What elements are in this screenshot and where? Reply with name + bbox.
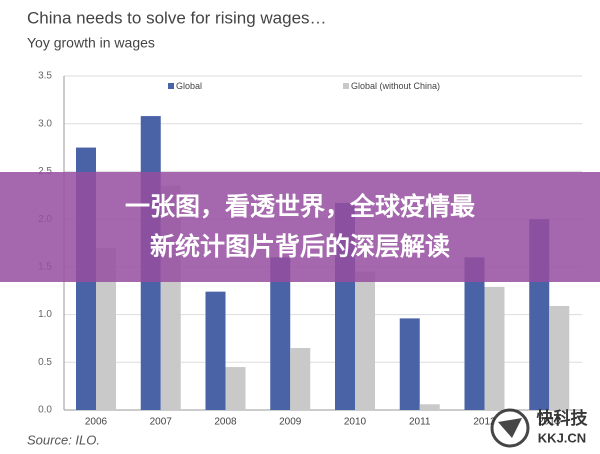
x-tick-label: 2008 [214, 417, 237, 428]
x-tick-label: 2013 [538, 417, 561, 428]
watermark-text: 快科技 [537, 408, 589, 429]
chart-title: China needs to solve for rising wages… [27, 8, 327, 27]
x-tick-label: 2009 [279, 417, 302, 428]
bar [205, 291, 226, 410]
legend-label: Global [176, 81, 202, 91]
bar [464, 257, 485, 410]
banner-line: 一张图，看透世界，全球疫情最 [125, 192, 476, 221]
y-tick-label: 1.0 [38, 309, 52, 320]
y-tick-label: 3.5 [38, 71, 52, 82]
y-tick-label: 2.5 [38, 166, 52, 177]
bar [484, 286, 505, 410]
y-tick-label: 0.5 [38, 357, 52, 368]
x-tick-label: 2012 [473, 417, 496, 428]
x-tick-label: 2011 [409, 417, 431, 428]
bar [96, 247, 116, 410]
watermark: 快科技 KKJ.CN [490, 408, 589, 448]
y-tick-label: 3.0 [38, 118, 52, 129]
legend-label: Global (without China) [351, 81, 440, 91]
watermark-logo [498, 418, 522, 438]
bar [355, 271, 375, 410]
bar [290, 347, 311, 410]
bar [419, 404, 440, 410]
bar [399, 318, 420, 410]
legend-swatch [343, 83, 349, 89]
x-tick-label: 2010 [344, 417, 367, 428]
chart-subtitle: Yoy growth in wages [27, 35, 155, 51]
legend-swatch [168, 83, 174, 89]
x-tick-label: 2007 [150, 417, 173, 428]
bar [225, 367, 246, 410]
y-tick-label: 0.0 [38, 405, 52, 416]
bar [549, 305, 570, 410]
x-tick-label: 2006 [85, 417, 108, 428]
banner [0, 172, 600, 282]
banner-line: 新统计图片背后的深层解读 [150, 232, 450, 261]
bar [270, 257, 291, 410]
watermark-text: KKJ.CN [538, 430, 586, 445]
source: Source: ILO. [27, 432, 100, 447]
